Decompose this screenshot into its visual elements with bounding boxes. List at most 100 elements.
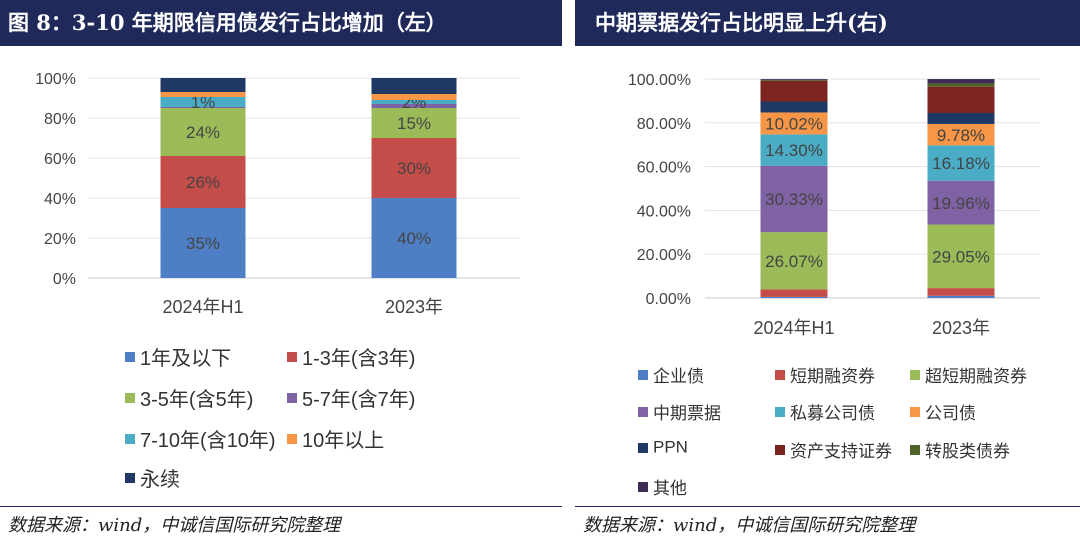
data-label: 9.78% bbox=[937, 126, 985, 145]
bar-segment bbox=[927, 113, 995, 124]
legend-swatch bbox=[638, 481, 648, 492]
legend-label: 3-5年(含5年) bbox=[140, 389, 254, 411]
legend-swatch bbox=[910, 406, 920, 417]
right-source-divider bbox=[575, 506, 1080, 507]
bar-segment bbox=[927, 86, 995, 114]
legend-swatch bbox=[287, 351, 297, 362]
y-tick-label: 20.00% bbox=[637, 247, 691, 264]
category-label: 2024年H1 bbox=[162, 297, 243, 317]
data-label: 19.96% bbox=[932, 194, 990, 213]
legend-label: 7-10年(含10年) bbox=[140, 430, 276, 452]
legend-item: 私募公司债 bbox=[775, 399, 875, 424]
data-label: 26% bbox=[186, 173, 220, 192]
legend-label: 5-7年(含7年) bbox=[302, 389, 416, 411]
legend-label: 企业债 bbox=[653, 367, 704, 386]
bar-segment bbox=[760, 134, 828, 166]
data-label: 14.30% bbox=[765, 141, 823, 160]
data-label: 30.33% bbox=[765, 190, 823, 209]
right-stacked-bar-chart: 0.00% 20.00% 40.00% 60.00% 80.00% 100.00% 26.0… bbox=[628, 72, 1040, 338]
legend-label: 公司债 bbox=[925, 404, 976, 423]
legend-label: 其他 bbox=[653, 479, 687, 498]
bar-segment bbox=[760, 101, 828, 113]
y-tick-label: 100.00% bbox=[628, 72, 691, 89]
legend-label: 10年以上 bbox=[302, 430, 385, 452]
legend-item: 7-10年(含10年) bbox=[125, 424, 276, 453]
legend-swatch bbox=[638, 369, 648, 380]
legend-swatch bbox=[775, 369, 785, 380]
bar-segment bbox=[371, 78, 457, 94]
bar-segment bbox=[371, 100, 457, 104]
bar-segment bbox=[760, 79, 828, 81]
legend-label: 1-3年(含3年) bbox=[302, 348, 416, 370]
bar-segment bbox=[371, 94, 457, 100]
legend-item: 1-3年(含3年) bbox=[287, 342, 415, 371]
legend-label: 超短期融资券 bbox=[925, 367, 1027, 386]
data-label: 29.05% bbox=[932, 247, 990, 266]
legend-item: 3-5年(含5年) bbox=[125, 383, 253, 412]
data-label: 15% bbox=[397, 114, 431, 133]
bar-segment bbox=[927, 224, 995, 289]
legend-swatch bbox=[125, 433, 135, 444]
left-stacked-bar-chart: 0% 20% 40% 60% 80% 100% 35% 26% 24% 1% 2024年H1 40% 3… bbox=[35, 71, 520, 317]
y-tick-label: 80.00% bbox=[637, 116, 691, 133]
bar-segment bbox=[760, 79, 828, 80]
category-label: 2024年H1 bbox=[753, 318, 834, 338]
legend-swatch bbox=[287, 433, 297, 444]
legend-swatch bbox=[910, 369, 920, 380]
bar-segment bbox=[927, 83, 995, 87]
bar-segment bbox=[160, 78, 246, 92]
bar-segment bbox=[927, 145, 995, 181]
right-source-note: 数据来源：wind，中诚信国际研究院整理 bbox=[583, 515, 916, 536]
legend-swatch bbox=[775, 406, 785, 417]
legend-item: 5-7年(含7年) bbox=[287, 383, 415, 412]
left-title-bar: 图 8：3-10 年期限信用债发行占比增加（左） bbox=[0, 0, 562, 46]
left-source-divider bbox=[0, 506, 562, 507]
data-label: 1% bbox=[191, 93, 216, 112]
bar-segment bbox=[760, 296, 828, 298]
bar-segment bbox=[927, 288, 995, 296]
legend-label: 私募公司债 bbox=[790, 404, 875, 423]
y-tick-label: 40.00% bbox=[637, 203, 691, 220]
legend-item: 公司债 bbox=[910, 399, 976, 424]
bar-segment bbox=[927, 295, 995, 298]
bar-segment bbox=[160, 92, 246, 97]
data-label: 24% bbox=[186, 123, 220, 142]
legend-swatch bbox=[287, 392, 297, 403]
bar-segment bbox=[160, 108, 246, 156]
bar-segment bbox=[927, 180, 995, 225]
bar-segment bbox=[760, 289, 828, 297]
left-legend: 1年及以下 1-3年(含3年) 3-5年(含5年) 5-7年(含7年) 7-10年(含1… bbox=[0, 338, 562, 498]
category-label: 2023年 bbox=[932, 318, 990, 338]
legend-swatch bbox=[910, 444, 920, 455]
data-label: 26.07% bbox=[765, 252, 823, 271]
right-chart-title: 中期票据发行占比明显上升(右) bbox=[595, 10, 888, 35]
y-tick-label: 0.00% bbox=[646, 291, 691, 308]
left-chart-title: 图 8：3-10 年期限信用债发行占比增加（左） bbox=[8, 10, 447, 35]
left-chart-panel: 图 8：3-10 年期限信用债发行占比增加（左） 0% 20% 40% 60% 80% 1… bbox=[0, 0, 562, 536]
legend-label: 短期融资券 bbox=[790, 367, 875, 386]
right-legend: 企业债 短期融资券 超短期融资券 中期票据 私募公司债 公司债 PPN 资产支持证券 转股类债券… bbox=[575, 362, 1080, 502]
legend-label: 转股类债券 bbox=[925, 442, 1010, 461]
y-tick-label: 20% bbox=[44, 231, 76, 248]
legend-swatch bbox=[638, 442, 648, 453]
legend-swatch bbox=[638, 406, 648, 417]
bar-segment bbox=[927, 79, 995, 84]
bar-segment bbox=[760, 80, 828, 102]
legend-label: 1年及以下 bbox=[140, 348, 232, 370]
bar-segment bbox=[160, 97, 246, 107]
legend-swatch bbox=[125, 351, 135, 362]
bar-segment bbox=[371, 138, 457, 198]
legend-item: 企业债 bbox=[638, 362, 704, 387]
data-label: 35% bbox=[186, 234, 220, 253]
data-label: 16.18% bbox=[932, 154, 990, 173]
legend-item: 其他 bbox=[638, 474, 687, 499]
legend-item: PPN bbox=[638, 437, 688, 458]
bar-segment bbox=[160, 156, 246, 208]
legend-item: 超短期融资券 bbox=[910, 362, 1027, 387]
bar-segment bbox=[371, 108, 457, 138]
bar-segment bbox=[927, 123, 995, 146]
y-tick-label: 40% bbox=[44, 191, 76, 208]
y-tick-label: 60% bbox=[44, 151, 76, 168]
y-tick-label: 100% bbox=[35, 71, 76, 88]
legend-item: 短期融资券 bbox=[775, 362, 875, 387]
